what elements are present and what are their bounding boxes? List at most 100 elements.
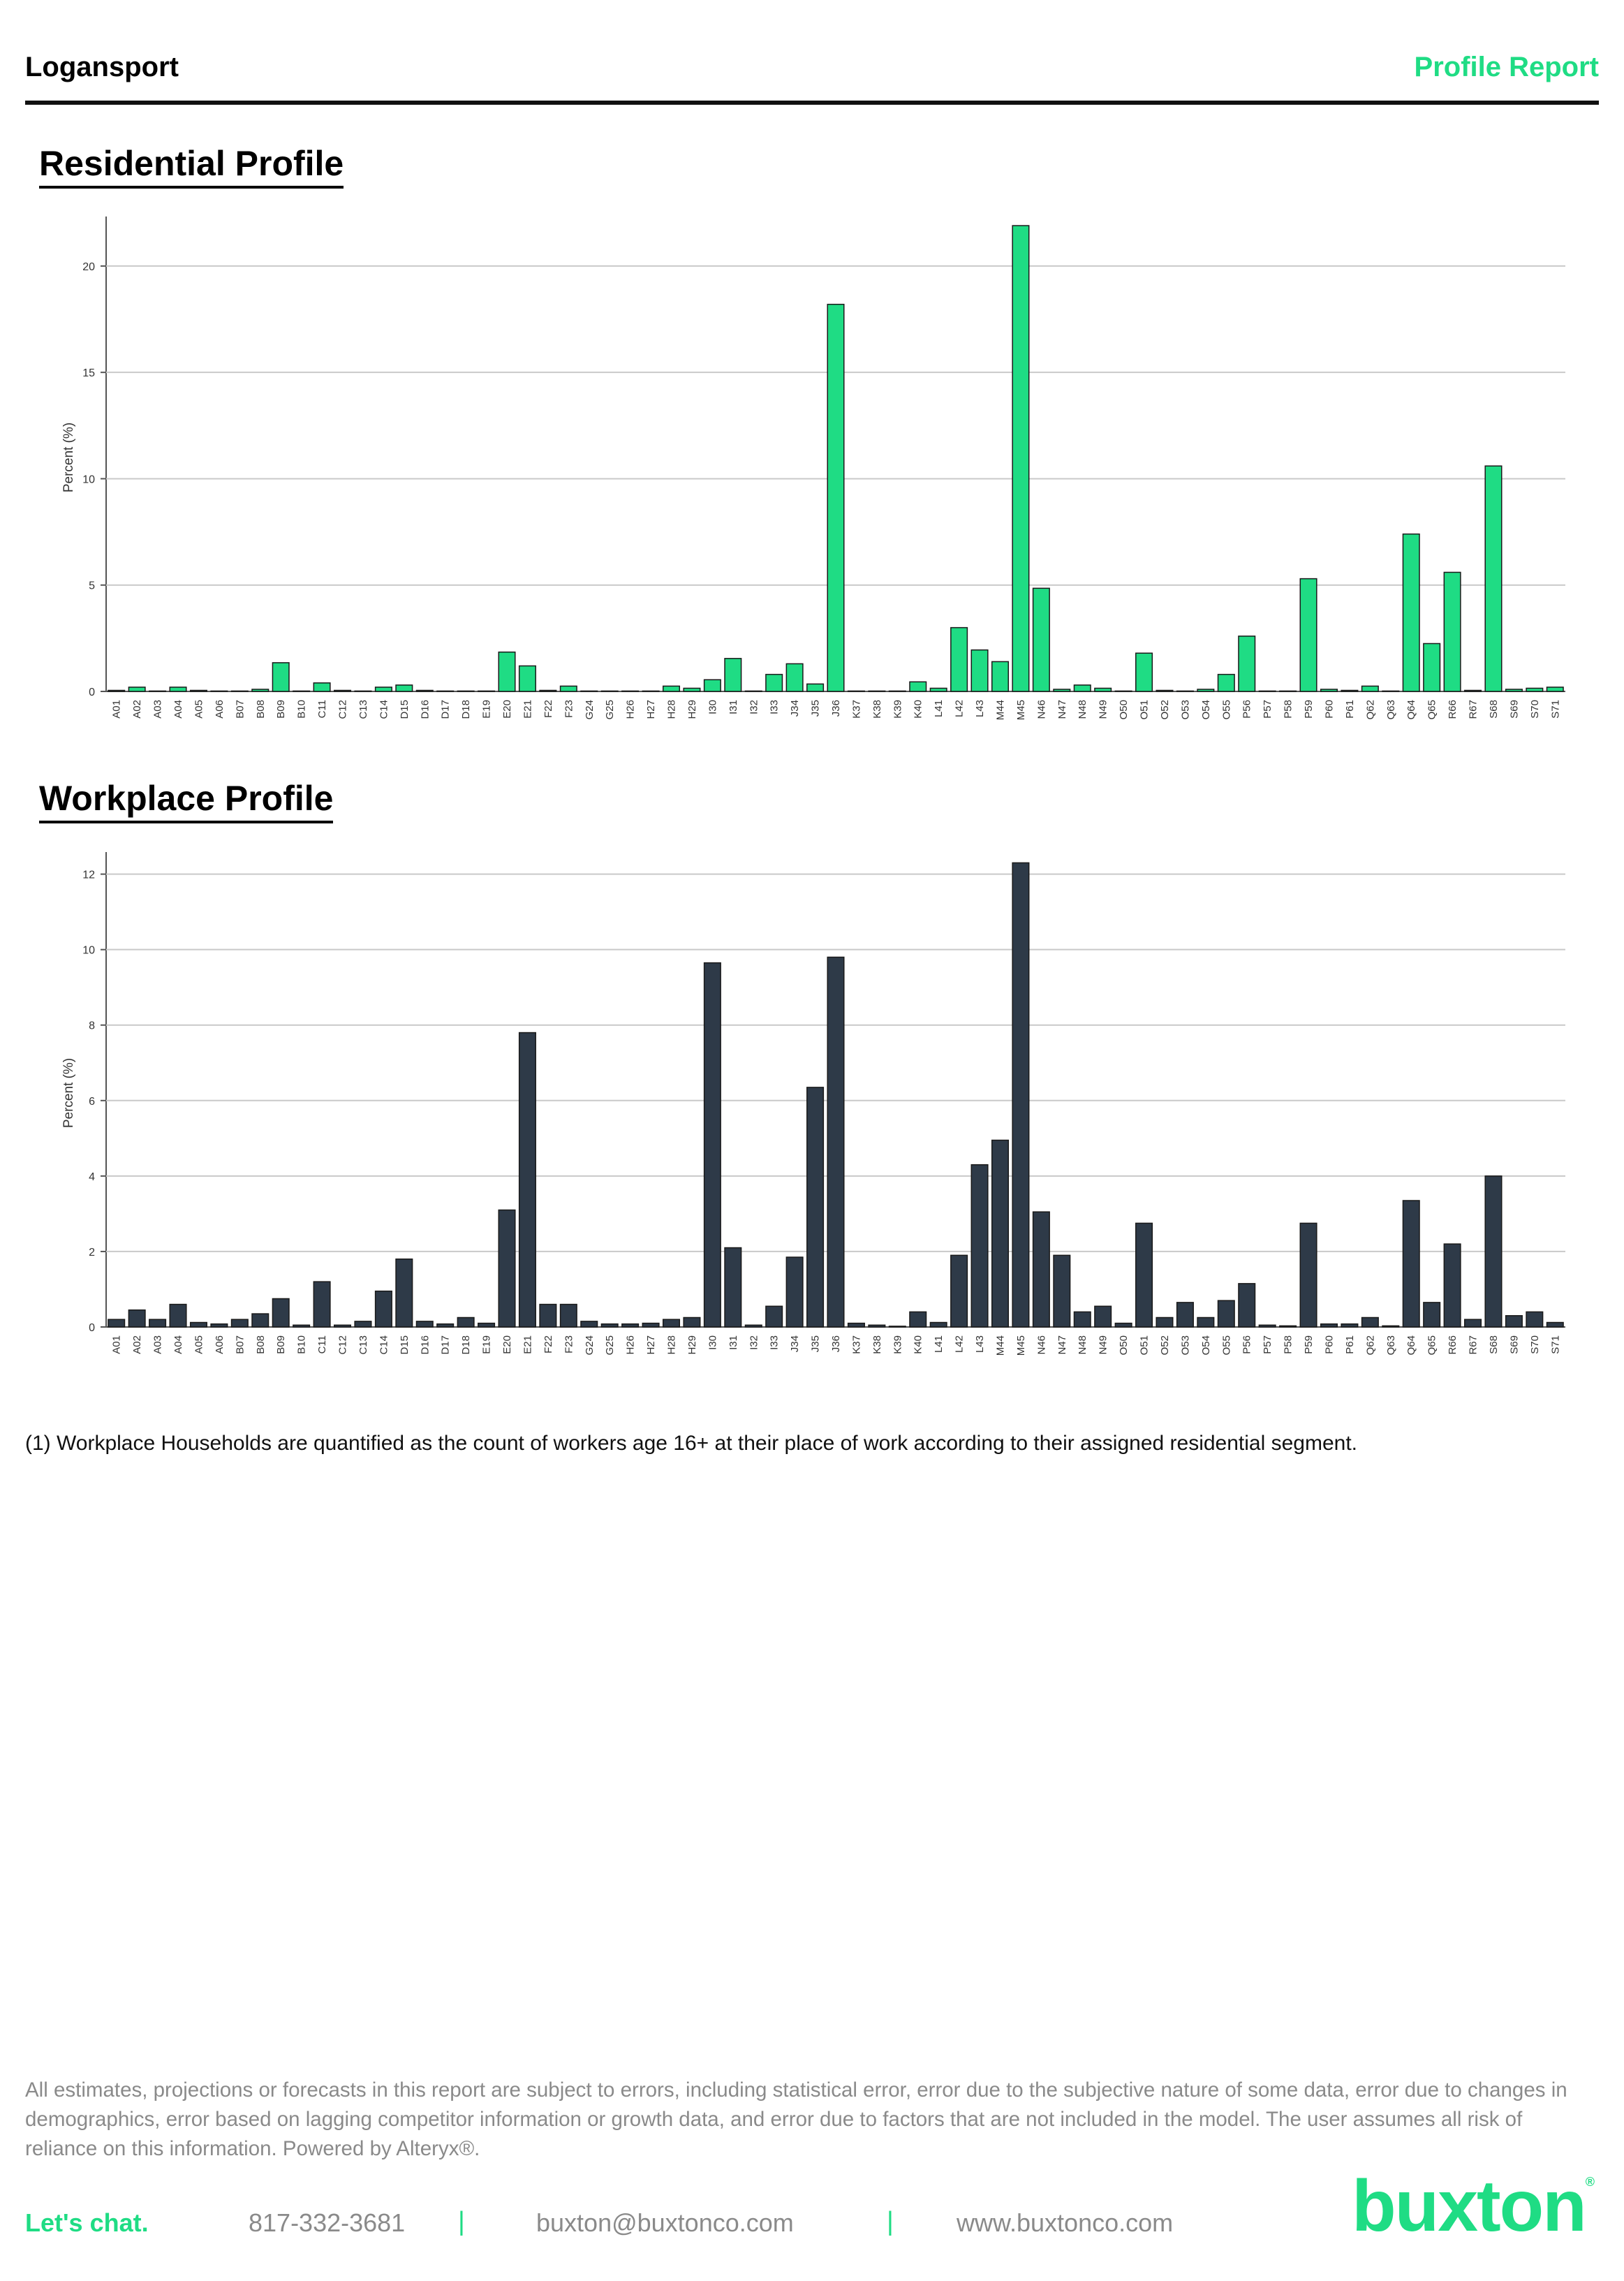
bar-E20 — [498, 651, 516, 692]
x-tick-label: O52 — [1159, 700, 1171, 719]
bar-D15 — [395, 1258, 413, 1328]
bar-H28 — [662, 685, 681, 692]
x-tick-label: E20 — [501, 700, 513, 719]
y-tick-label: 20 — [82, 261, 95, 273]
x-tick-label: O54 — [1200, 700, 1212, 719]
x-tick-label: O51 — [1139, 700, 1151, 719]
bar-C12 — [333, 689, 352, 692]
bar-R67 — [1464, 689, 1482, 692]
bar-P61 — [1341, 1323, 1359, 1328]
y-axis-label: Percent (%) — [61, 1058, 76, 1128]
website-link[interactable]: www.buxtonco.com — [957, 2208, 1174, 2237]
x-tick-label: F22 — [542, 700, 554, 718]
bar-D15 — [395, 684, 413, 692]
bar-I33 — [765, 673, 783, 692]
bar-I31 — [724, 658, 742, 692]
x-tick-label: Q63 — [1385, 1335, 1397, 1355]
bar-R66 — [1443, 571, 1461, 692]
footnote: (1) Workplace Households are quantified … — [25, 1432, 1358, 1455]
bar-G25 — [600, 1323, 619, 1328]
x-tick-label: E21 — [522, 700, 533, 719]
bar-I30 — [703, 962, 721, 1328]
x-tick-label: C14 — [378, 700, 390, 719]
x-tick-label: G24 — [584, 700, 596, 719]
bar-A02 — [128, 1309, 146, 1328]
x-tick-label: N47 — [1056, 1335, 1068, 1355]
x-tick-label: P56 — [1241, 700, 1253, 719]
bar-F22 — [539, 689, 557, 692]
workplace-profile-chart: 0 2 4 6 8 10 12 Percent (%) A01 A02 A03 A04 A05 A06 B0… — [61, 852, 1565, 1356]
x-tick-label: H26 — [625, 700, 637, 719]
x-tick-label: A05 — [193, 1335, 205, 1354]
bar-J34 — [785, 1256, 804, 1328]
x-tick-label: I33 — [769, 1335, 781, 1350]
x-tick-label: N48 — [1077, 1335, 1088, 1355]
bar-S70 — [1526, 1311, 1544, 1328]
bar-Q62 — [1361, 685, 1379, 692]
x-tick-label: S68 — [1488, 1335, 1500, 1354]
bar-C11 — [313, 1281, 331, 1328]
x-tick-label: I32 — [748, 700, 760, 714]
x-tick-label: S71 — [1549, 700, 1561, 719]
bar-A04 — [169, 1303, 187, 1328]
bar-K37 — [847, 1322, 865, 1328]
bar-O54 — [1197, 1316, 1215, 1328]
x-tick-label: N47 — [1056, 700, 1068, 719]
x-tick-label: E21 — [522, 1335, 533, 1354]
bar-L41 — [929, 1321, 947, 1328]
bar-P60 — [1320, 689, 1338, 692]
x-tick-label: B08 — [255, 1335, 267, 1354]
bar-K40 — [909, 681, 927, 692]
x-tick-label: P56 — [1241, 1335, 1253, 1354]
x-tick-label: D17 — [440, 1335, 452, 1355]
x-tick-label: N46 — [1035, 1335, 1047, 1355]
workplace-profile-title: Workplace Profile — [39, 779, 334, 823]
x-tick-label: R66 — [1447, 700, 1459, 719]
bar-D16 — [415, 689, 434, 692]
bar-L43 — [970, 649, 989, 692]
bar-M45 — [1012, 862, 1030, 1328]
bar-Q65 — [1423, 1302, 1441, 1328]
x-tick-label: S69 — [1508, 1335, 1520, 1354]
x-tick-label: J35 — [810, 700, 822, 717]
header-rule — [25, 101, 1599, 105]
bar-G24 — [580, 1321, 598, 1328]
x-tick-label: S69 — [1508, 700, 1520, 719]
bar-F23 — [559, 1303, 577, 1328]
bar-Q62 — [1361, 1316, 1379, 1328]
bar-S69 — [1505, 1315, 1523, 1328]
bar-L41 — [929, 687, 947, 692]
bar-Q64 — [1402, 1200, 1420, 1328]
x-tick-label: J36 — [830, 700, 842, 717]
bar-A01 — [108, 689, 126, 692]
x-tick-label: J35 — [810, 1335, 822, 1352]
x-tick-label: H28 — [666, 1335, 678, 1355]
x-tick-label: K38 — [871, 700, 883, 719]
x-tick-label: I33 — [769, 700, 781, 714]
bar-P56 — [1238, 636, 1256, 692]
y-tick-label: 0 — [89, 687, 95, 698]
x-tick-label: M45 — [1015, 700, 1027, 720]
x-tick-label: P58 — [1283, 700, 1294, 719]
phone-number[interactable]: 817-332-3681 — [249, 2208, 406, 2237]
x-tick-label: J36 — [830, 1335, 842, 1352]
x-tick-label: S71 — [1549, 1335, 1561, 1354]
x-tick-label: G24 — [584, 1335, 596, 1355]
bar-O52 — [1156, 689, 1174, 692]
bar-B09 — [272, 662, 290, 692]
bar-M45 — [1012, 225, 1030, 692]
separator: | — [887, 2207, 894, 2236]
bar-A05 — [189, 689, 207, 692]
bar-P56 — [1238, 1283, 1256, 1328]
bar-M44 — [991, 661, 1010, 692]
bar-A02 — [128, 687, 146, 692]
bar-H29 — [683, 687, 701, 692]
bar-E21 — [518, 665, 536, 692]
logo-mark: ® — [1585, 2175, 1595, 2189]
y-tick-label: 5 — [89, 580, 95, 592]
bar-H26 — [621, 1323, 640, 1328]
x-tick-label: F23 — [563, 1335, 575, 1354]
email-link[interactable]: buxton@buxtonco.com — [536, 2208, 794, 2237]
x-tick-label: A01 — [111, 700, 123, 719]
x-tick-label: L43 — [974, 700, 986, 717]
